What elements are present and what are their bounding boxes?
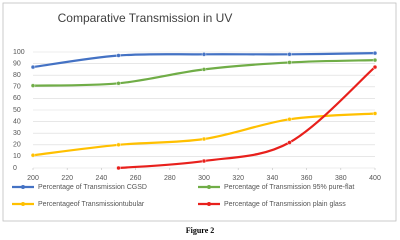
- y-tick-label: 40: [13, 118, 21, 125]
- data-point: [372, 111, 378, 116]
- x-tick-label: 280: [164, 175, 176, 182]
- y-tick-label: 70: [13, 84, 21, 91]
- data-point: [287, 60, 292, 65]
- legend-marker: [21, 185, 25, 189]
- x-tick-label: 320: [232, 175, 244, 182]
- y-tick-label: 50: [13, 107, 21, 114]
- data-point: [30, 153, 36, 158]
- x-tick-label: 400: [369, 175, 381, 182]
- data-point: [116, 142, 121, 148]
- data-point: [287, 140, 292, 145]
- data-point: [201, 52, 207, 57]
- y-tick-label: 30: [13, 130, 21, 137]
- legend-label: Percentage of Transmission 95% pure-flat: [224, 184, 354, 191]
- x-tick-label: 300: [198, 175, 210, 182]
- data-point: [201, 67, 207, 72]
- data-point: [30, 64, 36, 70]
- data-point: [287, 52, 292, 57]
- data-point: [372, 64, 378, 70]
- x-tick-label: 220: [61, 175, 73, 182]
- x-tick-label: 260: [130, 175, 142, 182]
- legend-marker: [207, 202, 211, 206]
- figure-caption: Figure 2: [186, 226, 215, 235]
- y-tick-label: 90: [13, 60, 21, 67]
- y-tick-label: 60: [13, 95, 21, 102]
- y-tick-label: 10: [13, 153, 21, 160]
- legend-marker: [21, 202, 25, 206]
- legend-label: Percentage of Transmission plain glass: [224, 201, 346, 208]
- series-line: [118, 66, 376, 170]
- chart-title: Comparative Transmission in UV: [58, 11, 233, 25]
- data-point: [201, 136, 207, 142]
- data-point: [201, 158, 207, 164]
- y-tick-label: 80: [13, 72, 21, 79]
- x-tick-label: 360: [301, 175, 313, 182]
- legend-label: Percentage of Transmission CGSD: [38, 184, 147, 191]
- x-tick-label: 340: [267, 175, 279, 182]
- x-tick-label: 240: [96, 175, 108, 182]
- x-tick-label: 200: [27, 175, 39, 182]
- data-point: [116, 81, 121, 86]
- y-tick-label: 100: [13, 49, 25, 56]
- data-point: [287, 117, 292, 122]
- data-point: [116, 53, 121, 58]
- data-point: [372, 50, 378, 56]
- chart-frame: [2, 2, 397, 222]
- legend-marker: [207, 185, 211, 189]
- legend-label: Percentageof Transmissiontubular: [38, 201, 145, 208]
- x-tick-label: 380: [335, 175, 347, 182]
- data-point: [116, 165, 121, 171]
- y-tick-label: 0: [13, 165, 17, 172]
- data-point: [30, 83, 36, 88]
- data-point: [372, 57, 378, 63]
- y-tick-label: 20: [13, 142, 21, 149]
